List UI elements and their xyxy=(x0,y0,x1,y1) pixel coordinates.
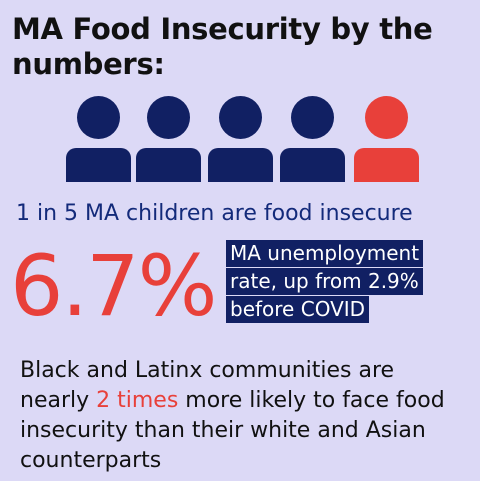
person-head xyxy=(147,96,190,139)
unemployment-caption-line: rate, up from 2.9% xyxy=(226,268,423,295)
unemployment-caption: MA unemployment rate, up from 2.9% befor… xyxy=(226,240,476,324)
disparity-paragraph: Black and Latinx communities are nearly … xyxy=(20,356,468,476)
person-icon xyxy=(66,96,131,186)
person-icon xyxy=(280,96,345,186)
person-icon xyxy=(136,96,201,186)
people-icon-row xyxy=(0,96,480,188)
children-stat: 1 in 5 MA children are food insecure xyxy=(16,201,413,226)
person-icon xyxy=(208,96,273,186)
disparity-text: more likely to face food insecurity than… xyxy=(20,388,445,473)
unemployment-caption-line: before COVID xyxy=(226,296,370,323)
person-body xyxy=(208,148,273,182)
person-body xyxy=(66,148,131,182)
person-body xyxy=(354,148,419,182)
person-head xyxy=(77,96,120,139)
person-head xyxy=(219,96,262,139)
person-icon-highlighted xyxy=(354,96,419,186)
unemployment-value: 6.7% xyxy=(10,237,217,335)
person-head xyxy=(291,96,334,139)
disparity-highlight: 2 times xyxy=(96,388,179,413)
unemployment-caption-line: MA unemployment xyxy=(226,240,424,267)
person-body xyxy=(280,148,345,182)
person-body xyxy=(136,148,201,182)
person-head xyxy=(365,96,408,139)
disparity-text: Black and Latinx communities are nearly xyxy=(20,358,395,413)
page-title: MA Food Insecurity by the numbers: xyxy=(12,12,433,81)
